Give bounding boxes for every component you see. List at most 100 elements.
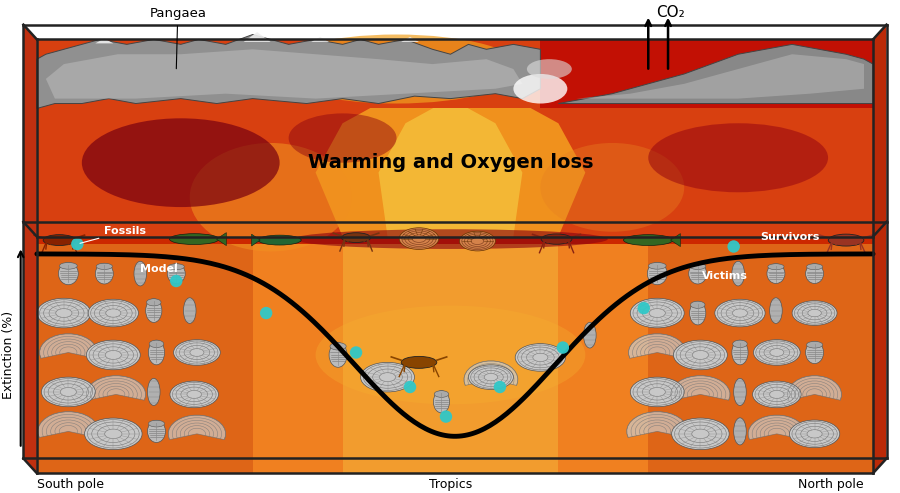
Ellipse shape (58, 262, 78, 285)
Polygon shape (401, 37, 419, 42)
Polygon shape (379, 99, 522, 237)
Circle shape (671, 418, 729, 450)
Circle shape (630, 377, 684, 407)
Ellipse shape (437, 55, 482, 63)
Polygon shape (540, 39, 873, 108)
Ellipse shape (325, 70, 361, 77)
Ellipse shape (325, 49, 468, 89)
Ellipse shape (806, 341, 824, 364)
Text: Model: Model (140, 264, 178, 274)
Polygon shape (628, 334, 686, 358)
Ellipse shape (148, 420, 166, 443)
Polygon shape (316, 74, 585, 237)
Ellipse shape (168, 264, 184, 270)
Point (349, 349, 364, 356)
Ellipse shape (734, 379, 746, 405)
Text: South pole: South pole (37, 478, 104, 491)
Point (259, 309, 274, 317)
Ellipse shape (648, 123, 828, 192)
Circle shape (673, 340, 727, 370)
Ellipse shape (95, 263, 113, 284)
Polygon shape (252, 234, 260, 246)
Ellipse shape (770, 298, 782, 323)
Ellipse shape (341, 233, 371, 243)
Circle shape (515, 344, 565, 371)
Circle shape (792, 301, 837, 325)
Polygon shape (37, 237, 873, 473)
Ellipse shape (732, 261, 744, 286)
Ellipse shape (148, 420, 165, 427)
Ellipse shape (540, 143, 684, 232)
Point (492, 383, 507, 391)
Circle shape (361, 362, 415, 392)
Ellipse shape (293, 229, 608, 249)
Point (70, 240, 85, 248)
Polygon shape (343, 237, 558, 473)
Polygon shape (670, 234, 680, 246)
Circle shape (400, 228, 439, 249)
Point (726, 243, 741, 250)
Circle shape (468, 365, 513, 389)
Polygon shape (38, 412, 99, 437)
Ellipse shape (343, 58, 415, 70)
Polygon shape (37, 237, 873, 244)
Ellipse shape (147, 299, 161, 306)
Ellipse shape (329, 343, 347, 367)
Ellipse shape (541, 234, 572, 244)
Ellipse shape (169, 234, 219, 245)
Polygon shape (464, 361, 518, 386)
Polygon shape (576, 54, 864, 99)
Ellipse shape (134, 261, 147, 286)
Polygon shape (37, 39, 873, 108)
Circle shape (170, 381, 219, 408)
Text: Tropics: Tropics (428, 478, 472, 491)
Circle shape (88, 299, 139, 327)
Ellipse shape (146, 299, 162, 322)
Ellipse shape (167, 264, 185, 283)
Ellipse shape (689, 301, 706, 325)
Polygon shape (244, 32, 271, 42)
Circle shape (85, 418, 142, 450)
Ellipse shape (289, 113, 397, 163)
Ellipse shape (806, 264, 823, 270)
Polygon shape (23, 25, 37, 473)
Polygon shape (558, 44, 873, 104)
Ellipse shape (190, 143, 352, 251)
Circle shape (37, 298, 91, 328)
Ellipse shape (316, 306, 585, 404)
Ellipse shape (828, 234, 864, 246)
Polygon shape (86, 376, 146, 400)
Polygon shape (168, 415, 226, 440)
Polygon shape (648, 237, 873, 473)
Text: North pole: North pole (798, 478, 864, 491)
Ellipse shape (689, 263, 706, 270)
Polygon shape (670, 376, 730, 400)
Ellipse shape (401, 356, 436, 368)
Polygon shape (788, 376, 842, 400)
Text: Warming and Oxygen loss: Warming and Oxygen loss (308, 153, 593, 172)
Ellipse shape (624, 235, 673, 246)
Ellipse shape (733, 340, 747, 348)
Point (169, 277, 184, 285)
Ellipse shape (648, 262, 666, 269)
Ellipse shape (330, 343, 346, 350)
Text: Fossils: Fossils (80, 226, 147, 244)
Point (439, 413, 454, 421)
Polygon shape (873, 25, 886, 473)
Point (403, 383, 418, 391)
Circle shape (174, 340, 220, 365)
Ellipse shape (82, 118, 280, 207)
Polygon shape (217, 233, 227, 246)
Ellipse shape (434, 390, 449, 397)
Circle shape (460, 231, 495, 251)
Ellipse shape (647, 262, 667, 285)
Text: Survivors: Survivors (760, 232, 820, 242)
Ellipse shape (526, 59, 572, 79)
Ellipse shape (59, 262, 77, 269)
Circle shape (86, 340, 140, 370)
Ellipse shape (148, 340, 165, 365)
Ellipse shape (96, 263, 112, 270)
Polygon shape (40, 334, 97, 358)
Polygon shape (626, 412, 688, 437)
Text: Extinction (%): Extinction (%) (2, 311, 14, 399)
